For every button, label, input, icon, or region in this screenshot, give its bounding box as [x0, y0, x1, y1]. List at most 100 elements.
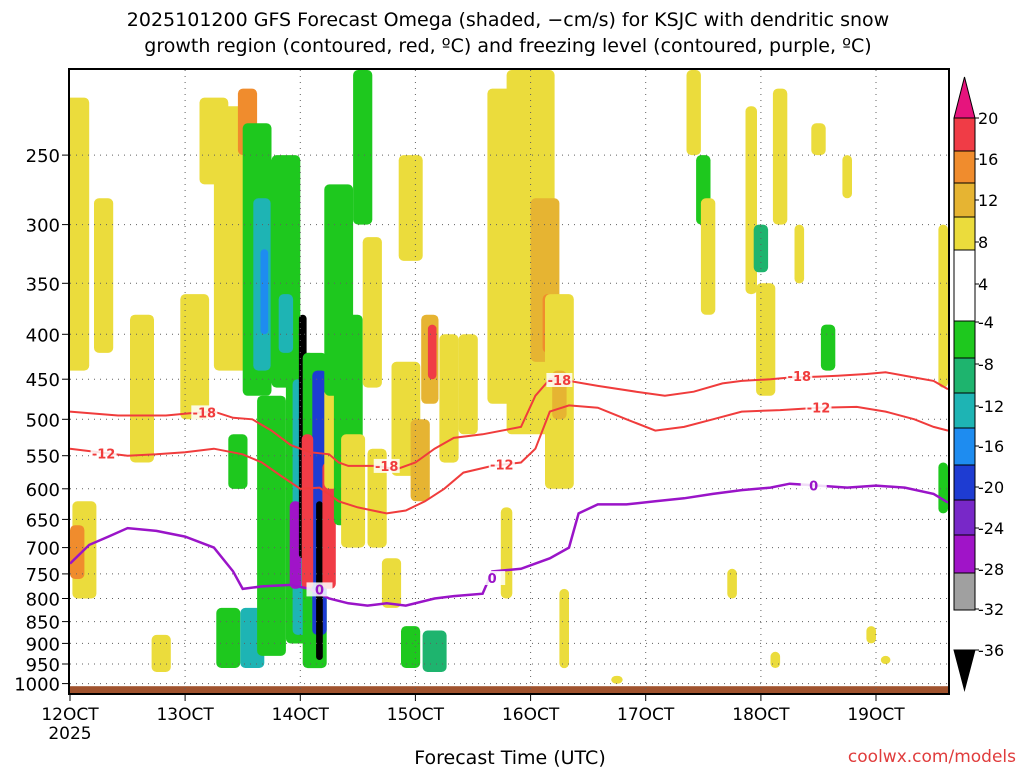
- colorbar-band: [953, 572, 976, 611]
- contour-label-bg: [488, 457, 515, 472]
- colorbar-label: 8: [978, 233, 988, 252]
- ground-band: [70, 686, 948, 693]
- colorbar-label: -20: [978, 478, 1004, 497]
- omega-cell: [94, 198, 114, 353]
- omega-cell: [458, 334, 478, 435]
- colorbar-label: -4: [978, 313, 994, 332]
- omega-cell: [278, 294, 294, 353]
- omega-cell: [439, 334, 459, 463]
- x-tick-label: 15OCT: [387, 705, 445, 725]
- omega-cell: [559, 588, 569, 669]
- y-tick-label: 800: [26, 590, 60, 611]
- omega-cell: [611, 675, 623, 684]
- colorbar-band: [953, 534, 976, 574]
- contour-label: 0: [315, 583, 324, 598]
- x-tick-label: 13OCT: [156, 705, 214, 725]
- omega-cell: [422, 630, 447, 672]
- omega-cell: [427, 324, 437, 380]
- colorbar-band: [953, 499, 976, 536]
- y-tick-label: 550: [26, 447, 60, 468]
- omega-cell: [727, 568, 737, 599]
- contour-label-bg: [90, 446, 117, 461]
- omega-cell: [301, 434, 314, 589]
- colorbar-label: 4: [978, 275, 988, 294]
- contour-label-bg: [800, 478, 827, 493]
- y-tick-label: 750: [26, 565, 60, 586]
- contour-label: -18: [193, 406, 217, 421]
- omega-cell: [216, 607, 241, 668]
- colorbar-label: -32: [978, 600, 1004, 619]
- contour-label: -18: [375, 460, 399, 475]
- colorbar-label: 20: [978, 109, 998, 128]
- omega-cell: [410, 419, 430, 502]
- omega-cell: [228, 434, 248, 489]
- chart-title-line1: 2025101200 GFS Forecast Omega (shaded, −…: [127, 9, 889, 31]
- omega-cell: [866, 626, 876, 644]
- omega-cell: [70, 525, 85, 579]
- omega-cell: [794, 224, 805, 284]
- omega-cell: [770, 651, 781, 668]
- colorbar-band: [953, 216, 976, 251]
- y-tick-label: 300: [26, 216, 60, 237]
- colorbar-band: [953, 117, 976, 152]
- contour-label: -12: [490, 459, 514, 474]
- contour-label-bg: [805, 400, 832, 415]
- plot-frame: [68, 68, 950, 695]
- y-tick-label: 650: [26, 510, 60, 531]
- omega-cell: [180, 294, 210, 420]
- omega-cell: [69, 97, 90, 371]
- omega-cell: [880, 655, 891, 664]
- x-tick-sublabel: 2025: [48, 724, 91, 744]
- omega-cell: [260, 249, 269, 335]
- y-tick-label: 250: [26, 146, 60, 167]
- y-tick-label: 950: [26, 655, 60, 676]
- grid: [70, 70, 948, 693]
- colorbar-label: -28: [978, 560, 1004, 579]
- colorbar-band: [953, 249, 976, 322]
- contour-label: 0: [488, 572, 497, 587]
- contour-label: -18: [548, 374, 572, 389]
- omega-cell: [811, 123, 826, 156]
- colorbar-label: -24: [978, 519, 1004, 538]
- contour-label: -12: [92, 448, 116, 463]
- contour-line-m12c: [69, 404, 949, 515]
- chart-title-line2: growth region (contoured, red, ºC) and f…: [144, 35, 871, 57]
- x-tick-label: 14OCT: [272, 705, 330, 725]
- omega-cell: [820, 324, 836, 371]
- omega-cell: [367, 448, 387, 548]
- contour-label-bg: [306, 582, 333, 597]
- y-tick-label: 400: [26, 325, 60, 346]
- x-axis-label: Forecast Time (UTC): [414, 747, 605, 768]
- colorbar-band: [953, 182, 976, 218]
- omega-cell: [341, 434, 366, 548]
- omega-cell: [398, 155, 423, 261]
- omega-shading: [69, 70, 948, 693]
- colorbar: 20 16 12 8 4 -4 -8 -12 -16 -20 -24 -28 -32 -36: [953, 76, 1004, 692]
- colorbar-label: 16: [978, 150, 998, 169]
- colorbar-band: [953, 357, 976, 394]
- y-tick-label: 500: [26, 410, 60, 431]
- colorbar-band: [953, 320, 976, 359]
- contour-line-m18c: [69, 371, 949, 471]
- omega-cell: [938, 462, 948, 514]
- colorbar-label: -12: [978, 397, 1004, 416]
- omega-cell: [257, 395, 286, 656]
- omega-cell: [772, 88, 788, 225]
- contour-label-bg: [191, 405, 218, 420]
- omega-cell: [842, 155, 852, 199]
- contour-label: -18: [788, 370, 812, 385]
- omega-cell: [362, 237, 382, 388]
- y-tick-label: 350: [26, 274, 60, 295]
- contour-label-bg: [786, 368, 813, 383]
- y-tick-label: 450: [26, 370, 60, 391]
- omega-cell: [151, 634, 171, 672]
- contour-label-bg: [479, 571, 506, 585]
- y-tick-label: 900: [26, 634, 60, 655]
- colorbar-band: [953, 150, 976, 184]
- omega-cell: [316, 501, 323, 660]
- colorbar-band: [953, 392, 976, 429]
- colorbar-label: 12: [978, 191, 998, 210]
- x-tick-label: 17OCT: [617, 705, 675, 725]
